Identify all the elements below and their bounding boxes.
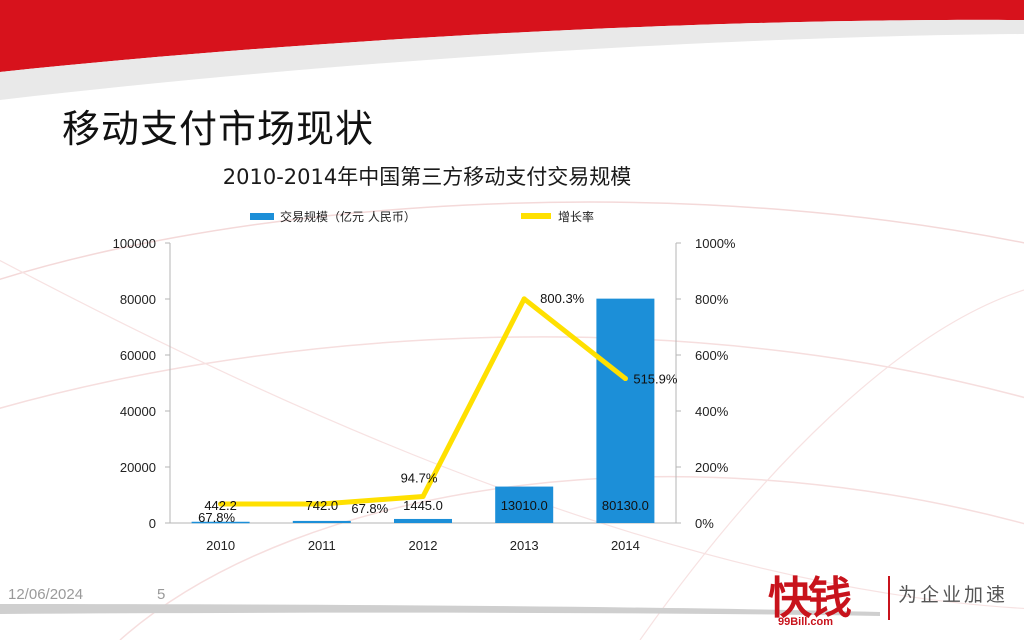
logo-slogan: 为企业加速 [898,584,1009,606]
growth-value-label: 67.8% [198,510,235,525]
legend-bar-label: 交易规模（亿元 人民币） [280,209,416,224]
bar-value-label: 1445.0 [403,498,443,513]
logo-divider [888,576,890,620]
x-tick-label: 2013 [510,538,539,553]
growth-point-2010 [218,501,224,507]
growth-point-2013 [521,296,527,302]
slide-title: 移动支付市场现状 [62,107,375,151]
y-left-tick-label: 100000 [113,236,156,251]
header-gray-band [0,19,1024,100]
growth-point-2012 [420,493,426,499]
bar-2012 [394,518,452,523]
background-arc-5 [639,289,1024,640]
background-arc-2 [0,336,1024,410]
background-arc-3 [119,475,1024,640]
logo-url: 99Bill.com [778,616,834,628]
y-left-tick-label: 0 [149,516,156,531]
growth-value-label: 800.3% [540,291,585,306]
growth-value-label: 94.7% [401,470,438,485]
background-arc-1 [0,201,1024,281]
footer-date: 12/06/2024 [8,586,84,603]
growth-point-2011 [319,501,325,507]
legend-bar-swatch [250,213,274,220]
bar-value-label: 742.0 [306,498,339,513]
y-right-tick-label: 400% [695,404,729,419]
bar-value-label: 13010.0 [501,498,548,513]
header-red-wave [0,0,1024,72]
footer-page-number: 5 [157,586,166,603]
y-right-tick-label: 600% [695,348,729,363]
bar-2013 [495,486,554,523]
chart-title: 2010-2014年中国第三方移动支付交易规模 [223,165,631,189]
bar-2010 [191,521,250,524]
y-right-tick-label: 800% [695,292,729,307]
growth-point-2014 [622,376,628,382]
x-tick-label: 2011 [308,538,336,553]
bar-2014 [596,298,655,523]
growth-value-label: 515.9% [633,372,678,387]
y-right-tick-label: 1000% [695,236,736,251]
logo-mark: 快钱 [768,573,852,624]
x-tick-label: 2014 [611,538,640,553]
bar-value-label: 80130.0 [602,498,649,513]
legend-line-label: 增长率 [558,209,594,224]
y-left-tick-label: 40000 [120,404,156,419]
legend-line-swatch [521,213,551,219]
bar-2011 [292,520,351,523]
y-left-tick-label: 20000 [120,460,156,475]
footer-gray-swoosh [0,604,880,616]
x-tick-label: 2010 [206,538,235,553]
y-left-tick-label: 80000 [120,292,156,307]
x-tick-label: 2012 [409,538,438,553]
y-right-tick-label: 0% [695,516,714,531]
y-right-tick-label: 200% [695,460,729,475]
company-logo: 快钱 99Bill.com 为企业加速 [762,562,1024,640]
growth-value-label: 67.8% [351,501,388,516]
bar-value-label: 442.2 [204,498,237,513]
y-left-tick-label: 60000 [120,348,156,363]
